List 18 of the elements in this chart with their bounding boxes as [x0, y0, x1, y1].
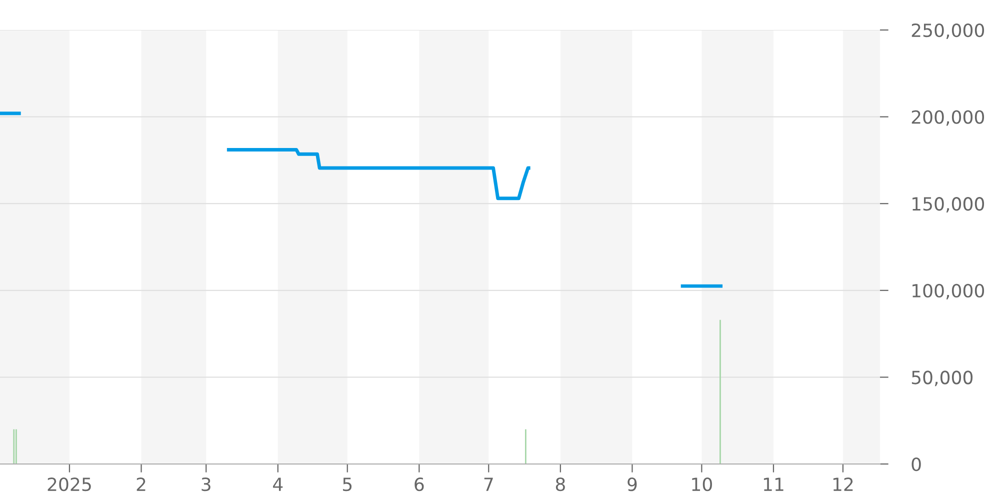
x-tick-label: 6 [414, 478, 424, 492]
x-tick-label: 2025 [48, 478, 91, 492]
x-tick-label: 12 [833, 478, 853, 491]
y-tick-label: 150,000 [912, 197, 984, 213]
x-tick-label: 3 [202, 478, 210, 492]
y-tick-label: 100,000 [912, 284, 984, 300]
y-tick-label: 250,000 [912, 23, 984, 39]
y-tick-label: 50,000 [912, 370, 973, 386]
y-tick-label: 200,000 [912, 110, 984, 126]
x-tick-label: 10 [692, 478, 712, 492]
x-tick-label: 4 [273, 478, 283, 491]
x-tick-label: 9 [628, 478, 637, 492]
x-tick-label: 7 [484, 478, 493, 491]
x-tick-label: 5 [343, 478, 352, 492]
x-tick-label: 8 [556, 478, 565, 492]
y-tick-label: 0 [912, 457, 921, 472]
x-tick-label: 2 [136, 478, 146, 491]
x-tick-label: 11 [764, 478, 784, 491]
